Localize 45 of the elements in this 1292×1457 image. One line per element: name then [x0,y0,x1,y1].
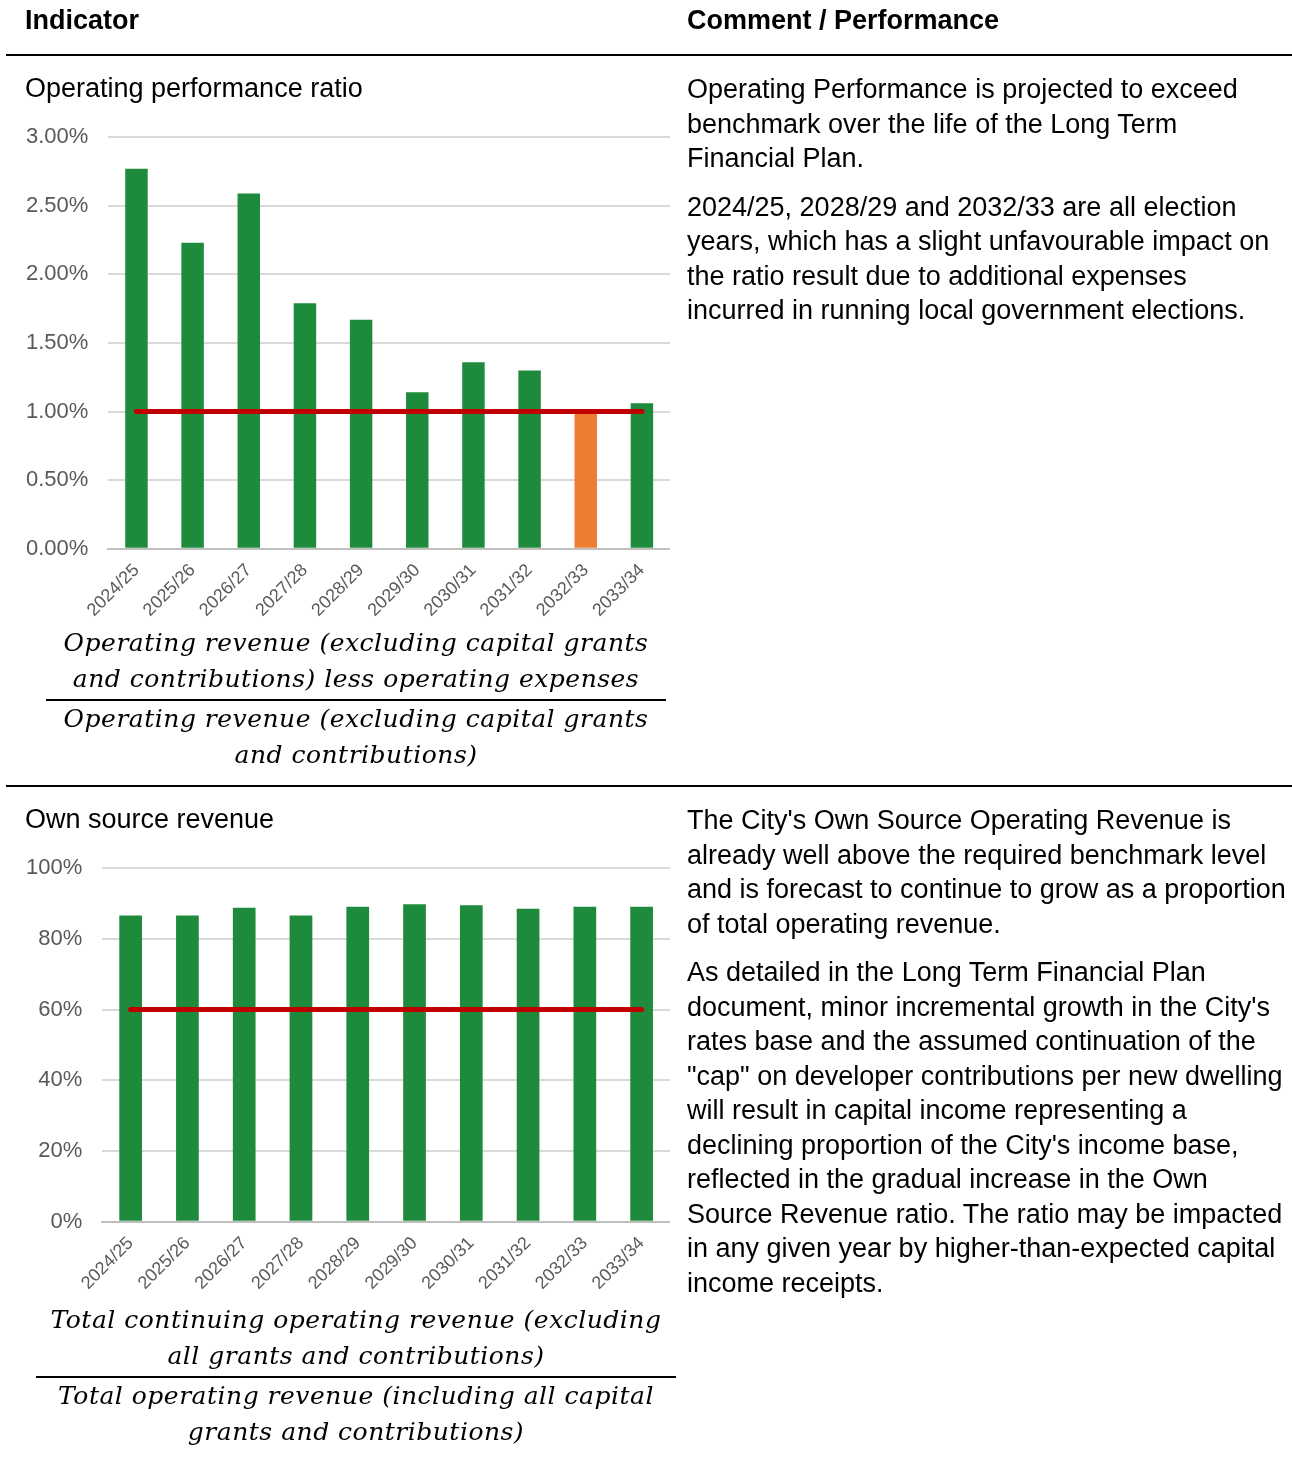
bar [630,403,654,548]
y-tick-label: 60% [38,995,83,1021]
bar [406,392,429,548]
bar [462,362,485,548]
y-tick-label: 2.50% [25,191,89,217]
text: Total continuing operating revenue (excluding all grants and contributions) [49,1304,663,1372]
bar [574,411,597,548]
text: Operating revenue (excluding capital grants and contributions) [46,699,666,773]
text: 2024/25, 2028/29 and 2032/33 are all election years, which has a slight unfavourable impact on the ratio result due to additional expenses incurred in running local government elections. [687,190,1271,327]
text: Operating Performance is projected to exceed benchmark over the life of the Long Term Financial Plan. [687,73,1239,175]
chart-title: Own source revenue [25,803,276,835]
text: Operating revenue (excluding capital grants and contributions) less operating expenses [62,627,650,695]
text: Comment / Performance [687,5,1000,36]
y-tick-label: 100% [25,854,83,880]
y-tick-label: 3.00% [25,123,89,149]
bar [573,906,597,1221]
bar [630,906,653,1221]
bar [349,319,373,548]
y-tick-label: 0.00% [25,534,89,560]
chart-title: Operating performance ratio [25,72,364,104]
text: Total operating revenue (including all capital grants and contributions) [36,1376,676,1450]
bar [516,908,540,1221]
bar [119,915,143,1221]
text: As detailed in the Long Term Financial Plan document, minor incremental growth in the City's rates base and the assumed continuation of the "cap" on developer contributions per new dwelling will result in capital income representing a declining proportion of the City's income base, reflected in the gradual increase in the Own Source Revenue ratio. The ratio may be impacted in any given year by higher-than-expected capital income receipts. [687,957,1283,1298]
y-tick-label: 0.50% [25,466,89,492]
y-tick-label: 40% [38,1066,83,1092]
bar [181,242,204,548]
bar [346,906,370,1221]
bar [176,915,199,1221]
y-tick-label: 0% [50,1207,83,1233]
bar [289,915,313,1221]
y-tick-label: 1.00% [25,397,89,423]
y-tick-label: 1.50% [25,329,89,355]
bar [518,370,541,548]
text: Indicator [25,5,140,36]
bar [403,904,426,1221]
text: The City's Own Source Operating Revenue is already well above the required benchmark level and is forecast to continue to grow as a proportion of total operating revenue. [687,804,1287,941]
bar [232,907,256,1221]
bar [293,303,317,548]
bar [237,193,261,548]
y-tick-label: 80% [38,924,83,950]
bar [459,905,483,1221]
bar [125,168,148,548]
y-tick-label: 20% [38,1137,83,1163]
y-tick-label: 2.00% [25,260,89,286]
